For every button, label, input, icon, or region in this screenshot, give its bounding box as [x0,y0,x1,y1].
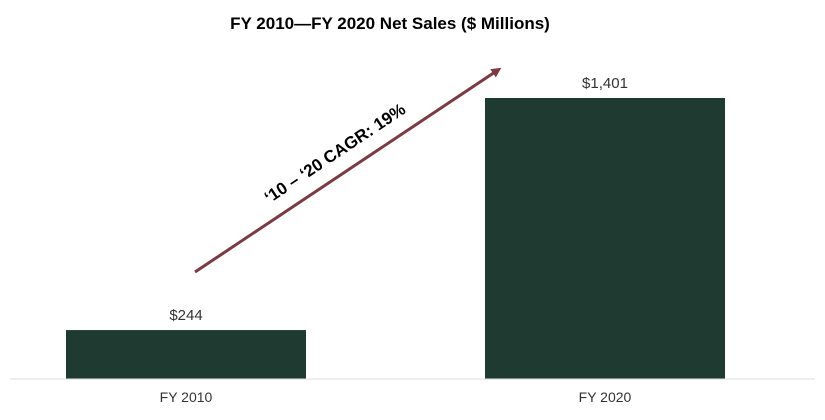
value-label: $244 [169,307,202,324]
cagr-arrow [194,67,502,274]
x-tick-label: FY 2020 [579,389,632,405]
x-tick-label: FY 2010 [160,389,213,405]
bar-fy-2010 [66,330,306,379]
bar-fy-2020 [485,98,725,379]
cagr-annotation: ‘10 – ‘20 CAGR: 19% [261,100,409,208]
chart-title: FY 2010—FY 2020 Net Sales ($ Millions) [230,14,550,33]
bars-group: $244 FY 2010 $1,401 FY 2020 [66,75,725,405]
value-label: $1,401 [582,75,628,92]
